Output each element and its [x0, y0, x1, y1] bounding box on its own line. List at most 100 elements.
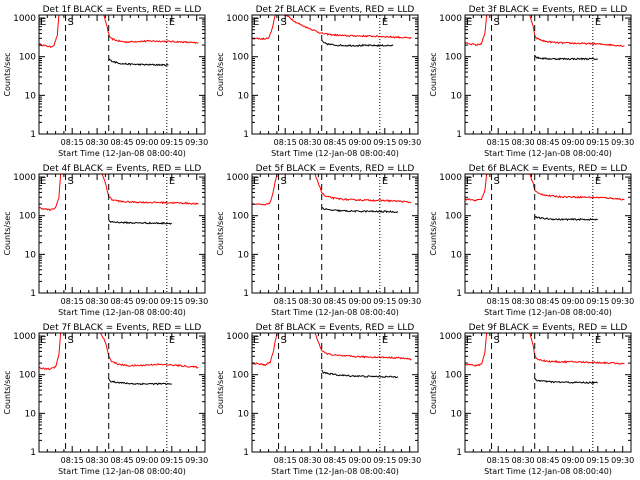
y-tick-label: 100: [445, 212, 462, 222]
marker-label: E: [40, 17, 46, 28]
x-tick-label: 09:00: [348, 456, 371, 465]
plot-frame: [251, 173, 419, 294]
panel-title: Det 1f BLACK = Events, RED = LLD: [43, 5, 202, 15]
x-tick-label: 08:45: [536, 456, 559, 465]
lld-rate-line: [465, 15, 625, 47]
panel-title: Det 7f BLACK = Events, RED = LLD: [43, 323, 202, 333]
y-tick-label: 100: [232, 53, 249, 63]
x-tick-label: 08:30: [512, 138, 535, 147]
x-tick-label: 09:00: [561, 138, 584, 147]
events-rate-line: [108, 378, 172, 386]
x-tick-label: 08:45: [110, 297, 133, 306]
lld-rate-line: [465, 174, 625, 202]
y-tick-label: 1000: [226, 332, 249, 342]
y-tick-label: 1: [243, 289, 249, 299]
events-rate-line: [108, 57, 169, 67]
marker-label: E: [169, 17, 175, 28]
x-tick-label: 08:30: [299, 456, 322, 465]
y-tick-label: 100: [19, 212, 36, 222]
y-tick-label: 1: [243, 448, 249, 458]
plot-frame: [38, 14, 206, 135]
x-tick-label: 08:45: [110, 456, 133, 465]
x-tick-label: 08:45: [323, 297, 346, 306]
x-tick-label: 09:15: [160, 297, 183, 306]
marker-label: E: [466, 17, 472, 28]
x-tick-label: 09:15: [586, 138, 609, 147]
x-tick-label: 08:15: [274, 297, 297, 306]
y-tick-label: 1000: [226, 173, 249, 183]
lld-rate-line: [39, 333, 199, 371]
y-tick-label: 1000: [226, 14, 249, 24]
x-tick-label: 09:00: [348, 138, 371, 147]
x-tick-label: 09:00: [135, 138, 158, 147]
detector-panel-6: E S E 1 10 100 1000 08:15 08:30 08:45 09:00 09:15 09…: [429, 164, 634, 317]
panel-title: Det 5f BLACK = Events, RED = LLD: [256, 164, 415, 174]
plot-frame: [251, 14, 419, 135]
x-tick-label: 08:30: [86, 138, 109, 147]
y-tick-label: 1000: [13, 332, 36, 342]
x-tick-label: 09:30: [398, 456, 421, 465]
x-tick-label: 09:30: [611, 138, 634, 147]
marker-label: E: [253, 335, 259, 346]
detector-panel-4: E S E 1 10 100 1000 08:15 08:30 08:45 09:00 09:15 09…: [3, 164, 208, 317]
x-axis-label: Start Time (12-Jan-08 08:00:40): [484, 149, 612, 158]
x-axis-label: Start Time (12-Jan-08 08:00:40): [484, 308, 612, 317]
x-tick-label: 08:15: [61, 456, 84, 465]
x-axis-label: Start Time (12-Jan-08 08:00:40): [484, 467, 612, 476]
marker-label: E: [253, 176, 259, 187]
marker-label: E: [466, 176, 472, 187]
y-tick-label: 100: [19, 371, 36, 381]
y-axis-label: Counts/sec: [216, 211, 225, 255]
lld-rate-line: [252, 333, 412, 367]
x-tick-label: 08:30: [86, 456, 109, 465]
panel-title: Det 8f BLACK = Events, RED = LLD: [256, 323, 415, 333]
marker-label: E: [169, 335, 175, 346]
y-axis-label: Counts/sec: [3, 52, 12, 96]
y-tick-label: 1: [30, 448, 36, 458]
y-axis-label: Counts/sec: [429, 52, 438, 96]
y-tick-label: 10: [25, 409, 37, 419]
x-tick-label: 09:00: [135, 297, 158, 306]
events-rate-line: [321, 40, 394, 48]
plot-frame: [464, 14, 632, 135]
marker-label: E: [595, 176, 601, 187]
y-tick-label: 100: [232, 371, 249, 381]
x-tick-label: 08:30: [299, 297, 322, 306]
y-tick-label: 10: [238, 91, 250, 101]
detector-panel-3: E S E 1 10 100 1000 08:15 08:30 08:45 09:00 09:15 09…: [429, 5, 634, 158]
detector-panel-1: E S E 1 10 100 1000 08:15 08:30 08:45 09:00 09:15 09…: [3, 5, 208, 158]
lld-rate-line: [252, 174, 412, 206]
y-tick-label: 1000: [13, 14, 36, 24]
y-axis-label: Counts/sec: [216, 52, 225, 96]
x-tick-label: 09:15: [373, 456, 396, 465]
x-tick-label: 09:30: [185, 456, 208, 465]
y-tick-label: 1: [456, 289, 462, 299]
detector-panel-7: E S E 1 10 100 1000 08:15 08:30 08:45 09:00 09:15 09…: [3, 323, 208, 476]
x-tick-label: 08:15: [487, 138, 510, 147]
x-tick-label: 08:15: [274, 138, 297, 147]
x-tick-label: 08:30: [299, 138, 322, 147]
y-tick-label: 10: [25, 250, 37, 260]
marker-label: E: [595, 17, 601, 28]
events-rate-line: [534, 215, 598, 222]
x-tick-label: 08:15: [487, 297, 510, 306]
marker-label: S: [68, 176, 74, 187]
marker-label: E: [595, 335, 601, 346]
x-tick-label: 08:30: [86, 297, 109, 306]
y-tick-label: 1: [456, 448, 462, 458]
y-tick-label: 10: [451, 409, 463, 419]
marker-label: E: [40, 335, 46, 346]
x-axis-label: Start Time (12-Jan-08 08:00:40): [271, 308, 399, 317]
y-tick-label: 1000: [13, 173, 36, 183]
events-rate-line: [534, 377, 598, 385]
x-tick-label: 08:45: [536, 138, 559, 147]
marker-label: S: [281, 176, 287, 187]
x-tick-label: 09:30: [185, 297, 208, 306]
x-tick-label: 09:30: [398, 297, 421, 306]
marker-label: E: [466, 335, 472, 346]
marker-label: E: [382, 335, 388, 346]
events-rate-line: [108, 219, 172, 225]
x-tick-label: 08:15: [61, 297, 84, 306]
x-axis-label: Start Time (12-Jan-08 08:00:40): [58, 467, 186, 476]
